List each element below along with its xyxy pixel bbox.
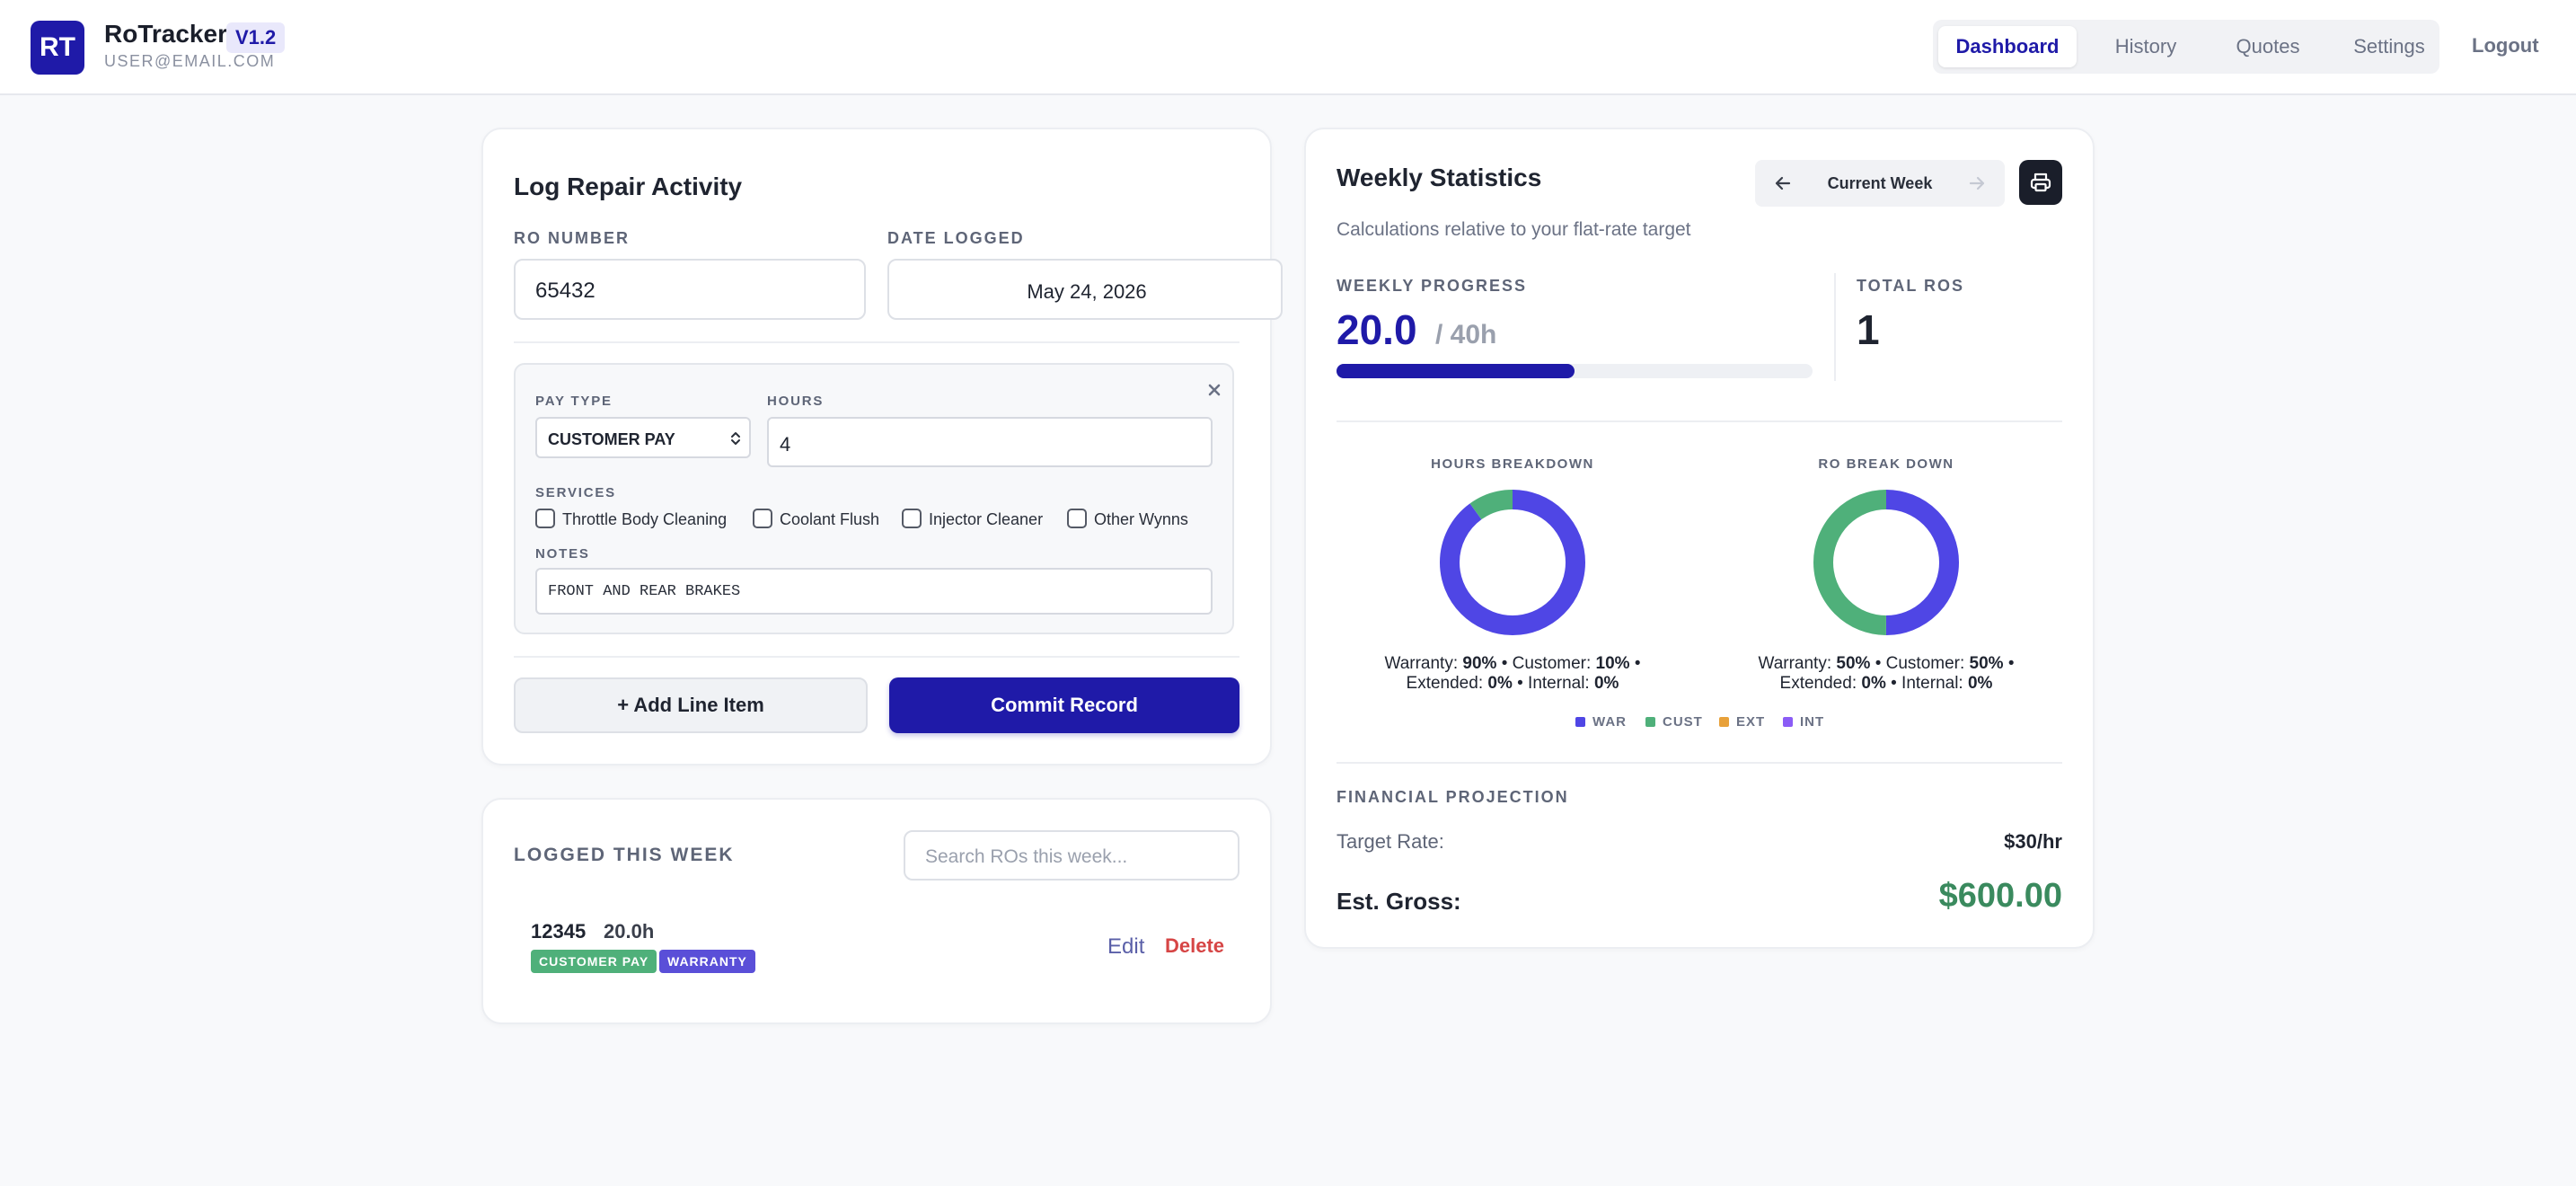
hours-customer-slice (1440, 490, 1585, 635)
select-arrows-icon (729, 429, 742, 447)
hours-value: 4 (780, 433, 791, 456)
ro-number-label: RO NUMBER (514, 229, 630, 247)
hours-breakdown-title: HOURS BREAKDOWN (1431, 456, 1594, 472)
checkbox-injector-cleaner[interactable] (902, 509, 922, 528)
service-label-other-wynns: Other Wynns (1094, 510, 1188, 528)
edit-button[interactable]: Edit (1107, 934, 1145, 959)
ro-number-value: 65432 (535, 279, 595, 303)
arrow-right-icon[interactable] (1967, 173, 1987, 193)
est-gross-label: Est. Gross: (1337, 888, 1461, 915)
hours-breakdown-donut (1440, 490, 1585, 635)
logged-this-week-title: LOGGED THIS WEEK (514, 845, 735, 865)
pay-type-label: PAY TYPE (535, 394, 613, 409)
ro-breakdown-title: RO BREAK DOWN (1818, 456, 1954, 472)
notes-label: NOTES (535, 546, 590, 562)
delete-button[interactable]: Delete (1165, 934, 1225, 957)
date-logged-input[interactable]: May 24, 2026 (887, 259, 1283, 320)
service-label-throttle-body: Throttle Body Cleaning (562, 510, 728, 528)
legend-swatch (1645, 717, 1655, 727)
financial-projection-label: FINANCIAL PROJECTION (1337, 788, 1569, 806)
pay-type-value: CUSTOMER PAY (548, 430, 675, 448)
notes-input[interactable]: FRONT AND REAR BRAKES (535, 568, 1213, 615)
line-item-panel: PAY TYPE CUSTOMER PAY HOURS 4 SERVICES T… (514, 363, 1234, 634)
legend-swatch (1719, 717, 1729, 727)
user-email: USER@EMAIL.COM (104, 52, 276, 70)
pay-type-select[interactable]: CUSTOMER PAY (535, 417, 751, 458)
main-nav: Dashboard History Quotes Settings (1933, 20, 2439, 74)
app-name: RoTracker (104, 20, 227, 48)
ro-breakdown-caption: Warranty: 50% • Customer: 50% • Extended… (1758, 654, 2015, 693)
target-rate-value: $30/hr (2004, 830, 2062, 853)
ro-number: 12345 (531, 920, 587, 943)
hours-input[interactable]: 4 (767, 417, 1213, 467)
top-bar: RT RoTracker V1.2 USER@EMAIL.COM Dashboa… (0, 0, 2576, 95)
app-logo: RT (31, 21, 84, 75)
legend-swatch (1783, 717, 1793, 727)
notes-value: FRONT AND REAR BRAKES (548, 583, 741, 600)
legend-item-ext: EXT (1719, 714, 1765, 730)
total-ros-value: 1 (1857, 306, 1880, 353)
target-rate-label: Target Rate: (1337, 830, 1444, 853)
ro-number-input[interactable]: 65432 (514, 259, 866, 320)
divider (1337, 420, 2062, 422)
weekly-progress-fill (1337, 364, 1575, 378)
ro-breakdown-donut (1813, 490, 1959, 635)
tab-quotes[interactable]: Quotes (2236, 35, 2300, 58)
hours-label: HOURS (767, 394, 825, 409)
tab-dashboard[interactable]: Dashboard (1938, 26, 2077, 67)
date-logged-label: DATE LOGGED (887, 229, 1025, 247)
checkbox-other-wynns[interactable] (1067, 509, 1087, 528)
week-selector: Current Week (1755, 160, 2005, 207)
log-repair-title: Log Repair Activity (514, 173, 743, 200)
tab-history[interactable]: History (2114, 35, 2177, 58)
commit-record-button[interactable]: Commit Record (889, 677, 1239, 733)
hours-warranty-slice (1440, 490, 1585, 635)
search-ros-input[interactable]: Search ROs this week... (904, 830, 1239, 881)
print-button[interactable] (2019, 160, 2062, 205)
checkbox-throttle-body[interactable] (535, 509, 555, 528)
logout-button[interactable]: Logout (2472, 34, 2539, 57)
service-label-injector-cleaner: Injector Cleaner (929, 510, 1044, 528)
checkbox-coolant-flush[interactable] (753, 509, 772, 528)
service-label-coolant-flush: Coolant Flush (780, 510, 880, 528)
legend-item-int: INT (1783, 714, 1824, 730)
divider (514, 656, 1239, 658)
weekly-statistics-title: Weekly Statistics (1337, 164, 1542, 191)
status-badge: WARRANTY (659, 950, 755, 973)
weekly-progress-label: WEEKLY PROGRESS (1337, 277, 1528, 295)
divider (514, 341, 1239, 343)
legend-item-war: WAR (1575, 714, 1627, 730)
divider (1337, 762, 2062, 764)
status-badge: CUSTOMER PAY (531, 950, 657, 973)
stats-subtitle: Calculations relative to your flat-rate … (1337, 219, 1691, 240)
close-icon[interactable] (1205, 381, 1223, 399)
arrow-left-icon[interactable] (1773, 173, 1793, 193)
legend-swatch (1575, 717, 1585, 727)
weekly-statistics-card (1304, 128, 2095, 949)
week-label: Current Week (1827, 174, 1933, 192)
weekly-progress-bar (1337, 364, 1813, 378)
est-gross-value: $600.00 (1938, 877, 2062, 915)
search-ros-placeholder: Search ROs this week... (925, 846, 1128, 867)
services-label: SERVICES (535, 485, 616, 500)
tab-settings[interactable]: Settings (2353, 35, 2425, 58)
ro-customer-slice (1813, 490, 1959, 635)
date-logged-value: May 24, 2026 (1027, 280, 1147, 303)
add-line-item-button[interactable]: + Add Line Item (514, 677, 868, 733)
divider (1834, 273, 1836, 381)
printer-icon (2029, 171, 2052, 194)
ro-hours: 20.0h (604, 920, 655, 943)
weekly-progress-value: 20.0 (1337, 306, 1417, 353)
legend-item-cust: CUST (1645, 714, 1703, 730)
total-ros-label: TOTAL ROS (1857, 277, 1965, 295)
hours-breakdown-caption: Warranty: 90% • Customer: 10% • Extended… (1384, 654, 1641, 693)
version-badge: V1.2 (226, 22, 286, 53)
weekly-progress-target: / 40h (1435, 320, 1497, 350)
